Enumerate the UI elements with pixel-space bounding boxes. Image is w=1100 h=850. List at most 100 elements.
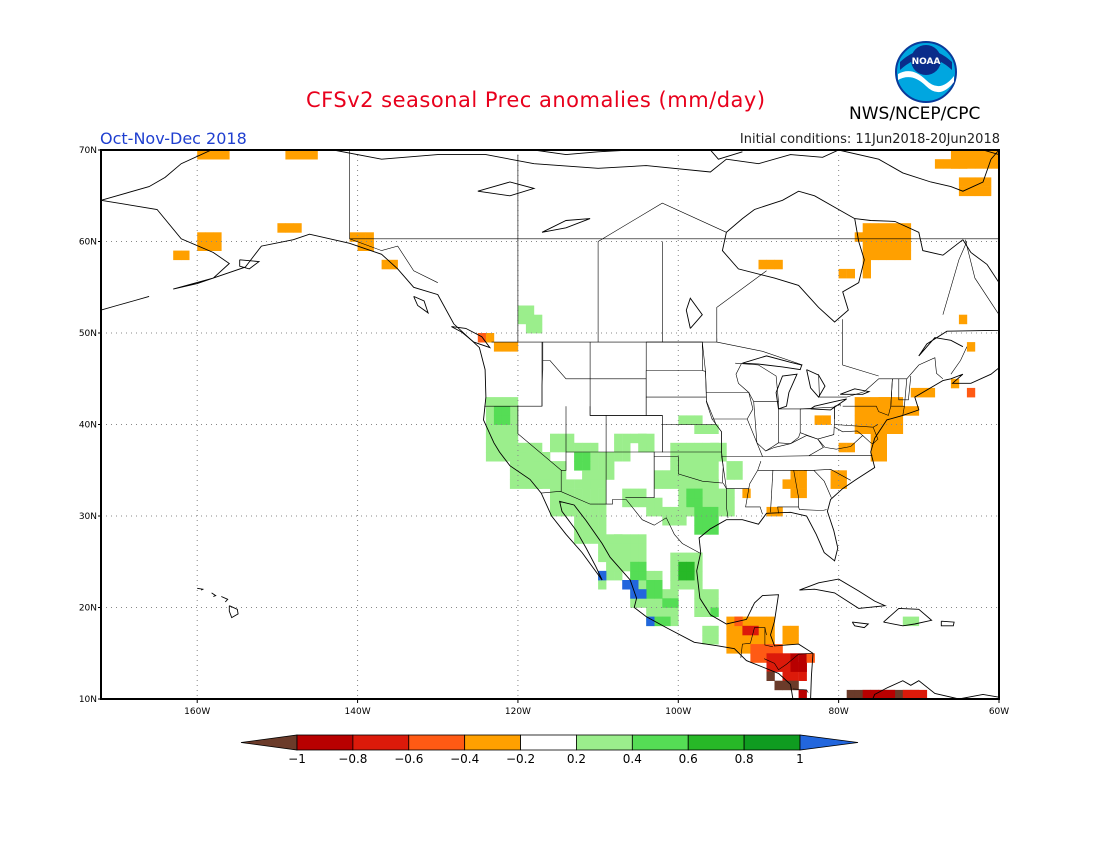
anomaly-cell [694,488,703,499]
anomaly-cell [509,442,519,453]
anomaly-cell [878,415,887,425]
anomaly-cell [838,268,847,279]
border-segment [965,239,999,316]
anomaly-cell [710,442,719,453]
anomaly-cell [686,561,695,572]
anomaly-cell [654,616,663,627]
anomaly-cell [606,543,615,553]
lat-tick-label: 40N [79,421,97,431]
anomaly-cells [173,150,999,699]
anomaly-cell [854,689,863,699]
anomaly-cell [630,497,639,508]
anomaly-cell [493,397,503,407]
anomaly-cell [670,470,679,480]
border-segment [862,435,874,444]
anomaly-cell [485,433,495,444]
svg-text:NOAA: NOAA [912,57,941,67]
anomaly-cell [485,442,495,453]
anomaly-cell [638,598,647,608]
coastline-segment [742,355,803,371]
anomaly-cell [966,177,976,187]
coastline-segment [239,259,261,270]
anomaly-cell [766,625,775,636]
anomaly-cell [846,442,855,453]
anomaly-cell [598,497,607,508]
coastline-segment [710,150,743,160]
anomaly-cell [638,433,647,444]
anomaly-cell [742,625,751,636]
anomaly-cell [590,525,599,535]
anomaly-cell [654,580,663,590]
anomaly-cell [926,387,936,398]
anomaly-cell [558,470,567,480]
anomaly-cell [694,497,703,508]
border-segment [349,150,438,283]
anomaly-cell [694,552,703,563]
coastline-segment [810,398,847,411]
anomaly-cell [702,516,711,526]
anomaly-cell [774,680,783,691]
anomaly-cell [726,470,735,480]
anomaly-cell [830,470,839,480]
border-segment [902,406,905,416]
anomaly-cell [718,488,727,499]
anomaly-cell [285,150,294,160]
anomaly-cell [782,625,791,636]
anomaly-cell [509,479,519,489]
anomaly-cell [958,150,968,160]
anomaly-cell [517,442,527,453]
anomaly-cell [686,461,695,471]
anomaly-cell [862,268,871,279]
anomaly-cell [838,470,847,480]
coastline-segment [221,596,229,603]
anomaly-cell [902,250,912,261]
coastline-segment [851,621,870,629]
anomaly-cell [582,488,591,499]
anomaly-cell [509,342,519,352]
colorbar-tick-label: −1 [288,752,306,766]
anomaly-cell [894,250,904,261]
border-segment [818,357,944,398]
coastline-segment [806,369,826,398]
anomaly-cell [726,635,735,645]
anomaly-cell [654,607,663,617]
anomaly-cell [758,653,767,663]
anomaly-cell [509,452,519,462]
anomaly-cell [558,461,567,471]
anomaly-cell [598,488,607,499]
border-segment [745,488,763,515]
anomaly-cell [966,150,976,160]
anomaly-cell [485,415,495,425]
anomaly-cell [501,406,511,416]
colorbar [240,734,859,751]
anomaly-cell [846,689,855,699]
anomaly-cell [758,644,767,654]
anomaly-cell [678,442,687,453]
anomaly-cell [798,653,807,663]
anomaly-cell [702,461,711,471]
anomaly-cell [758,616,767,627]
anomaly-cell [934,159,944,169]
anomaly-cell [638,442,647,453]
anomaly-cell [590,461,599,471]
border-segment [653,451,724,484]
anomaly-cell [710,607,719,617]
anomaly-cell [734,470,743,480]
anomaly-cell [662,516,671,526]
anomaly-cell [894,415,904,425]
anomaly-cell [525,479,535,489]
anomaly-cell [670,580,679,590]
anomaly-cell [630,570,639,581]
anomaly-cell [870,223,879,233]
anomaly-cell [525,314,535,325]
lat-tick-label: 50N [79,329,97,339]
coastline-segment [721,190,865,323]
lon-tick-label: 160W [184,707,210,717]
anomaly-cell [566,488,575,499]
lon-tick-label: 100W [665,707,691,717]
anomaly-cell [509,397,519,407]
anomaly-cell [606,570,615,581]
anomaly-cell [534,452,543,462]
anomaly-cell [517,479,527,489]
coastline-segment [1004,319,1057,362]
